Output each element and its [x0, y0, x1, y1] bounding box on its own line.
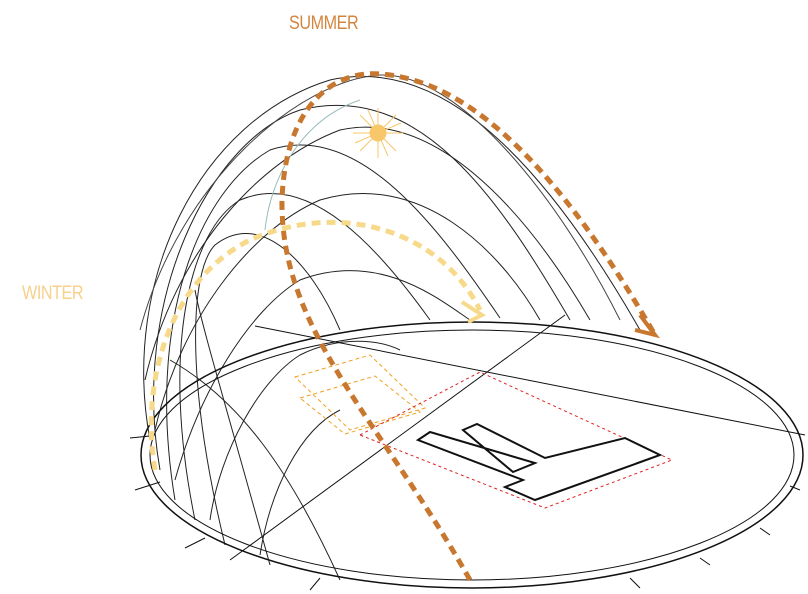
summer-label: SUMMER [289, 13, 359, 34]
summer-arrow [634, 313, 660, 339]
winter-arrow [460, 300, 487, 324]
dome-grid [139, 74, 641, 581]
shadow-zone [294, 354, 426, 431]
sun [353, 108, 403, 158]
winter-label: WINTER [22, 283, 84, 304]
shadow-zone [298, 375, 422, 435]
site-boundary [358, 371, 674, 509]
summer-path [279, 71, 658, 582]
winter-path [148, 219, 483, 471]
building [415, 422, 663, 502]
horizon-disk [129, 314, 806, 591]
